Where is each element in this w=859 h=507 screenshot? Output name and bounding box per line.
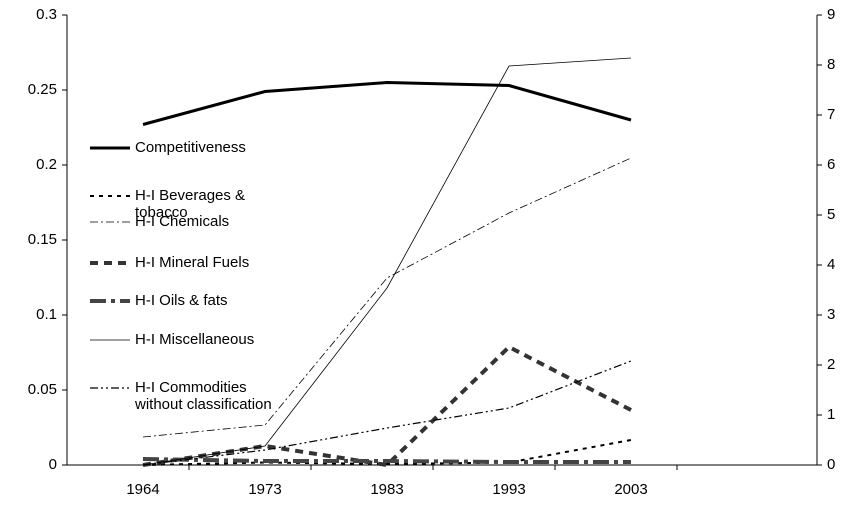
x-tick-label: 2003 [614, 481, 647, 498]
y2-tick-label: 9 [827, 6, 835, 23]
y2-tick-label: 8 [827, 56, 835, 73]
y2-tick-label: 1 [827, 406, 835, 423]
x-tick-label: 1973 [248, 481, 281, 498]
legend-label: H-I Mineral Fuels [135, 254, 250, 271]
y2-tick-label: 3 [827, 306, 835, 323]
series-line [142, 457, 631, 464]
legend-label: H-I Commodities without classification [135, 379, 272, 413]
y2-tick-label: 7 [827, 106, 835, 123]
series-line [142, 439, 632, 466]
x-tick-label: 1983 [370, 481, 403, 498]
y2-tick-label: 2 [827, 356, 835, 373]
y2-tick-label: 5 [827, 206, 835, 223]
series-line [142, 344, 632, 468]
legend-label: H-I Chemicals [135, 213, 230, 230]
y-tick-label: 0 [49, 456, 57, 473]
y-tick-label: 0.3 [36, 6, 57, 23]
legend-label: Competitiveness [135, 139, 246, 156]
y-tick-label: 0.15 [28, 231, 57, 248]
y2-tick-label: 6 [827, 156, 835, 173]
series-line [142, 360, 632, 466]
legend-label: H-I Miscellaneous [135, 331, 255, 348]
series-line [142, 57, 632, 466]
y-tick-label: 0.05 [28, 381, 57, 398]
y-tick-label: 0.2 [36, 156, 57, 173]
series-line [142, 80, 632, 126]
y2-tick-label: 0 [827, 456, 835, 473]
y-tick-label: 0.25 [28, 81, 57, 98]
y2-tick-label: 4 [827, 256, 835, 273]
series-line [142, 157, 632, 438]
legend-label: H-I Beverages & tobacco [135, 187, 246, 221]
legend-label: H-I Oils & fats [135, 292, 228, 309]
x-tick-label: 1993 [492, 481, 525, 498]
y-tick-label: 0.1 [36, 306, 57, 323]
x-tick-label: 1964 [126, 481, 159, 498]
